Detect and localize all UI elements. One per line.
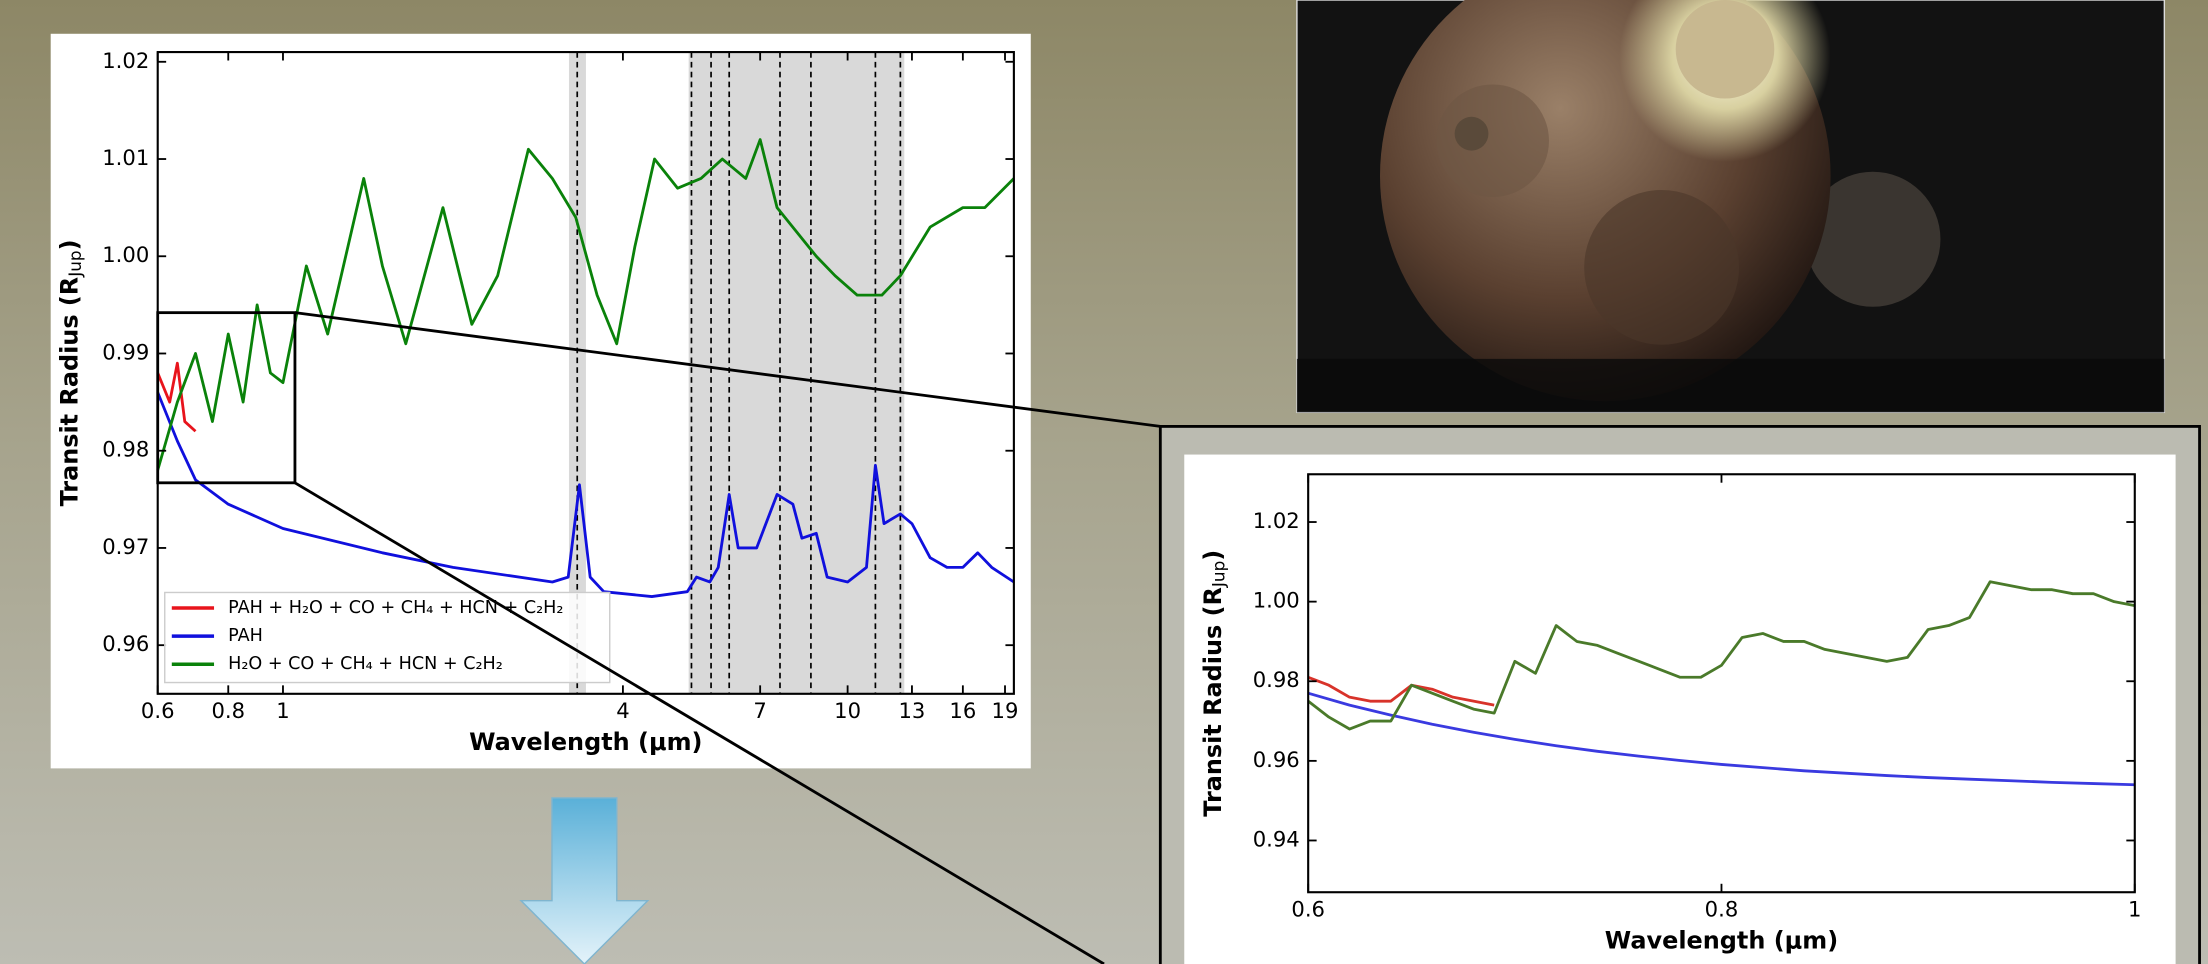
x-tick-label: 10 xyxy=(834,698,861,723)
slide: 0.6 0.8 1 4 7 10 13 16 19 0.96 0.97 0.98 0.99 1.00 1.0… xyxy=(0,0,2208,964)
y-tick-label: 0.98 xyxy=(102,437,149,462)
y-tick-label: 0.98 xyxy=(1253,667,1300,692)
x-tick-label: 0.6 xyxy=(141,698,175,723)
illustration xyxy=(1297,0,2164,412)
y-axis-label-part: ) xyxy=(55,239,83,250)
x-tick-label: 1 xyxy=(2128,897,2141,922)
panel xyxy=(1184,455,2175,964)
x-axis-label: Wavelength (μm) xyxy=(1605,926,1838,954)
x-tick-label: 0.8 xyxy=(1705,897,1739,922)
y-tick-label: 0.97 xyxy=(102,534,149,559)
legend-label: H₂O + CO + CH₄ + HCN + C₂H₂ xyxy=(228,654,503,674)
shaded-band xyxy=(689,52,905,694)
y-tick-label: 1.02 xyxy=(1253,508,1300,533)
legend: PAH + H₂O + CO + CH₄ + HCN + C₂H₂ PAH H₂O … xyxy=(165,592,610,682)
x-tick-label: 4 xyxy=(616,698,629,723)
y-axis-label-part: Jup xyxy=(1208,561,1228,588)
x-tick-label: 19 xyxy=(992,698,1019,723)
x-tick-label: 1 xyxy=(276,698,289,723)
y-tick-label: 0.96 xyxy=(102,631,149,656)
y-tick-label: 1.00 xyxy=(102,242,149,267)
x-tick-label: 0.6 xyxy=(1291,897,1325,922)
y-tick-label: 1.01 xyxy=(102,145,149,170)
y-tick-label: 0.99 xyxy=(102,339,149,364)
x-tick-label: 16 xyxy=(949,698,976,723)
x-axis-label: Wavelength (μm) xyxy=(469,728,702,756)
legend-label: PAH xyxy=(228,626,263,646)
y-axis-label-part: Transit Radius (R xyxy=(55,277,83,507)
y-tick-label: 1.02 xyxy=(102,48,149,73)
y-tick-label: 0.94 xyxy=(1253,826,1300,851)
y-tick-label: 1.00 xyxy=(1253,588,1300,613)
y-tick-label: 0.96 xyxy=(1253,747,1300,772)
y-axis-label-part: ) xyxy=(1199,550,1227,561)
y-axis-label: Transit Radius (RJup) xyxy=(1199,550,1229,817)
x-tick-label: 13 xyxy=(899,698,926,723)
x-tick-label: 0.8 xyxy=(211,698,245,723)
x-tick-label: 7 xyxy=(753,698,766,723)
y-axis-label: Transit Radius (RJup) xyxy=(55,239,85,506)
page: {"chart_data": [ {"type": "line", "xscal… xyxy=(0,0,2208,964)
y-axis-label-part: Transit Radius (R xyxy=(1199,587,1227,817)
legend-label: PAH + H₂O + CO + CH₄ + HCN + C₂H₂ xyxy=(228,598,563,618)
y-axis-label-part: Jup xyxy=(65,250,85,277)
